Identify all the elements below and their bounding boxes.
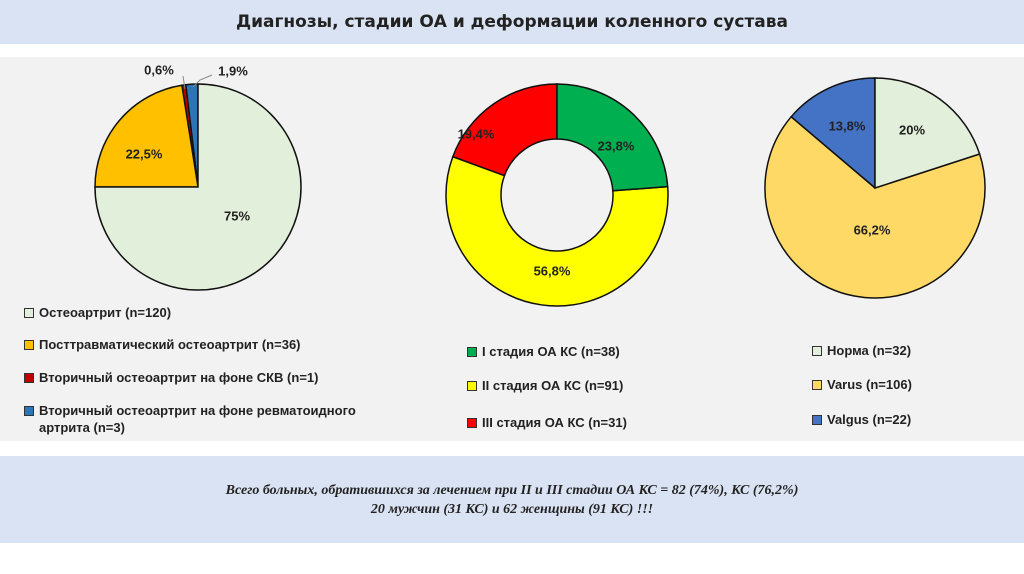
legend-item: Вторичный остеоартрит на фоне СКВ (n=1) xyxy=(24,369,318,386)
legend-item: II стадия ОА КС (n=91) xyxy=(467,377,623,394)
pie-slice xyxy=(94,84,199,188)
pie-slice xyxy=(790,77,876,190)
data-label: 1,9% xyxy=(218,63,248,79)
data-label: 66,2% xyxy=(853,222,891,238)
legend-item: I стадия ОА КС (n=38) xyxy=(467,343,620,360)
slide-title: Диагнозы, стадии ОА и деформации коленно… xyxy=(0,0,1024,44)
data-label: 0,6% xyxy=(144,62,174,78)
legend-swatch xyxy=(812,380,822,390)
data-label: 20% xyxy=(898,122,926,138)
legend-swatch xyxy=(24,340,34,350)
legend-item: Посттравматический остеоартрит (n=36) xyxy=(24,336,301,353)
legend-swatch xyxy=(24,308,34,318)
legend-item: Норма (n=32) xyxy=(812,342,911,359)
data-label: 13,8% xyxy=(828,118,866,134)
data-label: 19,4% xyxy=(457,126,495,142)
legend-item: Остеоартрит (n=120) xyxy=(24,304,171,321)
legend-swatch xyxy=(812,415,822,425)
legend-label: Остеоартрит (n=120) xyxy=(39,305,172,320)
legend-swatch xyxy=(24,406,34,416)
legend-swatch xyxy=(467,347,477,357)
pie-slice xyxy=(451,83,558,177)
legend-label: II стадия ОА КС (n=91) xyxy=(482,378,624,393)
leader-line xyxy=(192,74,213,88)
legend-label: Varus (n=106) xyxy=(827,377,912,392)
pie-slice xyxy=(94,83,302,291)
legend-item: Вторичный остеоартрит на фоне ревматоидн… xyxy=(24,402,404,436)
data-label: 22,5% xyxy=(125,146,163,162)
summary-line-1: Всего больных, обратившихся за лечением … xyxy=(225,482,799,498)
legend-swatch xyxy=(24,373,34,383)
legend-label: I стадия ОА КС (n=38) xyxy=(482,344,620,359)
pie-slice xyxy=(445,155,669,307)
legend-label: Вторичный остеоартрит на фоне СКВ (n=1) xyxy=(39,370,319,385)
legend-item: Valgus (n=22) xyxy=(812,411,911,428)
leader-line xyxy=(182,75,186,90)
data-label: 75% xyxy=(223,208,251,224)
legend-label: Вторичный остеоартрит на фоне ревматоидн… xyxy=(39,403,356,435)
legend-item: Varus (n=106) xyxy=(812,376,912,393)
pie-slice xyxy=(874,77,981,190)
data-label: 23,8% xyxy=(597,138,635,154)
summary-line-2: 20 мужчин (31 КС) и 62 женщины (91 КС) !… xyxy=(370,501,654,517)
legend-swatch xyxy=(467,381,477,391)
pie-slice xyxy=(764,115,986,299)
legend-label: Норма (n=32) xyxy=(827,343,912,358)
legend-item: III стадия ОА КС (n=31) xyxy=(467,414,627,431)
legend-label: Valgus (n=22) xyxy=(827,412,912,427)
legend-label: Посттравматический остеоартрит (n=36) xyxy=(39,337,301,352)
summary-box: Всего больных, обратившихся за лечением … xyxy=(0,456,1024,543)
data-label: 56,8% xyxy=(533,263,571,279)
legend-swatch xyxy=(467,418,477,428)
pie-slice xyxy=(556,83,669,192)
legend-swatch xyxy=(812,346,822,356)
legend-label: III стадия ОА КС (n=31) xyxy=(482,415,627,430)
